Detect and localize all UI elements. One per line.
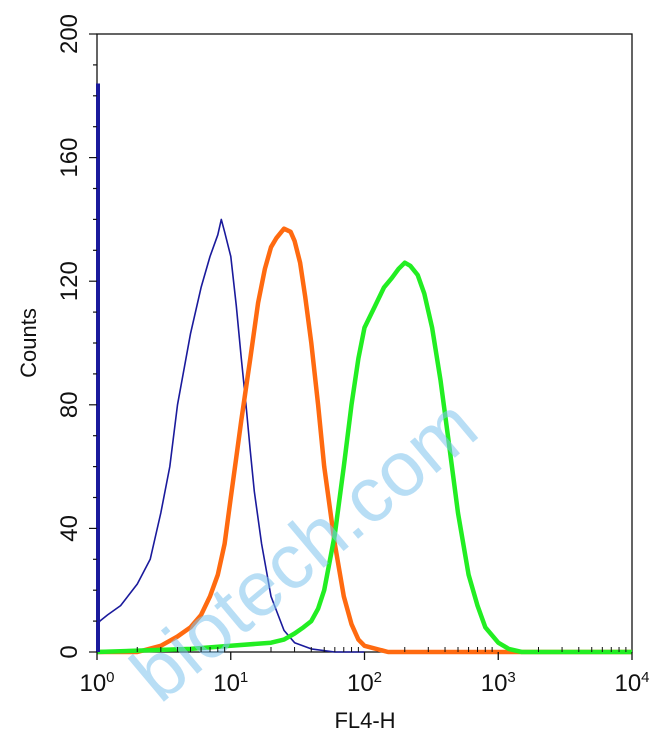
y-tick-label: 160 <box>56 138 83 178</box>
watermark-text: biotech.com <box>114 380 493 718</box>
y-tick-label: 80 <box>56 391 83 418</box>
x-tick-label: 103 <box>481 669 516 697</box>
y-tick-label: 40 <box>56 515 83 542</box>
y-axis-label: Counts <box>16 308 41 378</box>
plot-layer <box>96 33 633 655</box>
series-line-orange <box>97 226 632 655</box>
y-tick-label: 120 <box>56 261 83 301</box>
x-tick-group: 100 101 102 103 104 <box>79 647 650 697</box>
y-tick-label: 0 <box>56 645 83 658</box>
series-line-green <box>96 260 632 655</box>
x-tick-label: 102 <box>347 669 382 697</box>
x-tick-label: 104 <box>614 669 649 697</box>
x-axis-label: FL4-H <box>334 708 395 733</box>
y-tick-label: 200 <box>56 14 83 54</box>
y-tick-group: 0 40 80 120 160 200 <box>56 14 97 659</box>
x-tick-label: 100 <box>79 669 114 697</box>
x-tick-label: 101 <box>213 669 248 697</box>
series-line-blue <box>96 218 365 653</box>
plot-frame <box>96 33 633 653</box>
